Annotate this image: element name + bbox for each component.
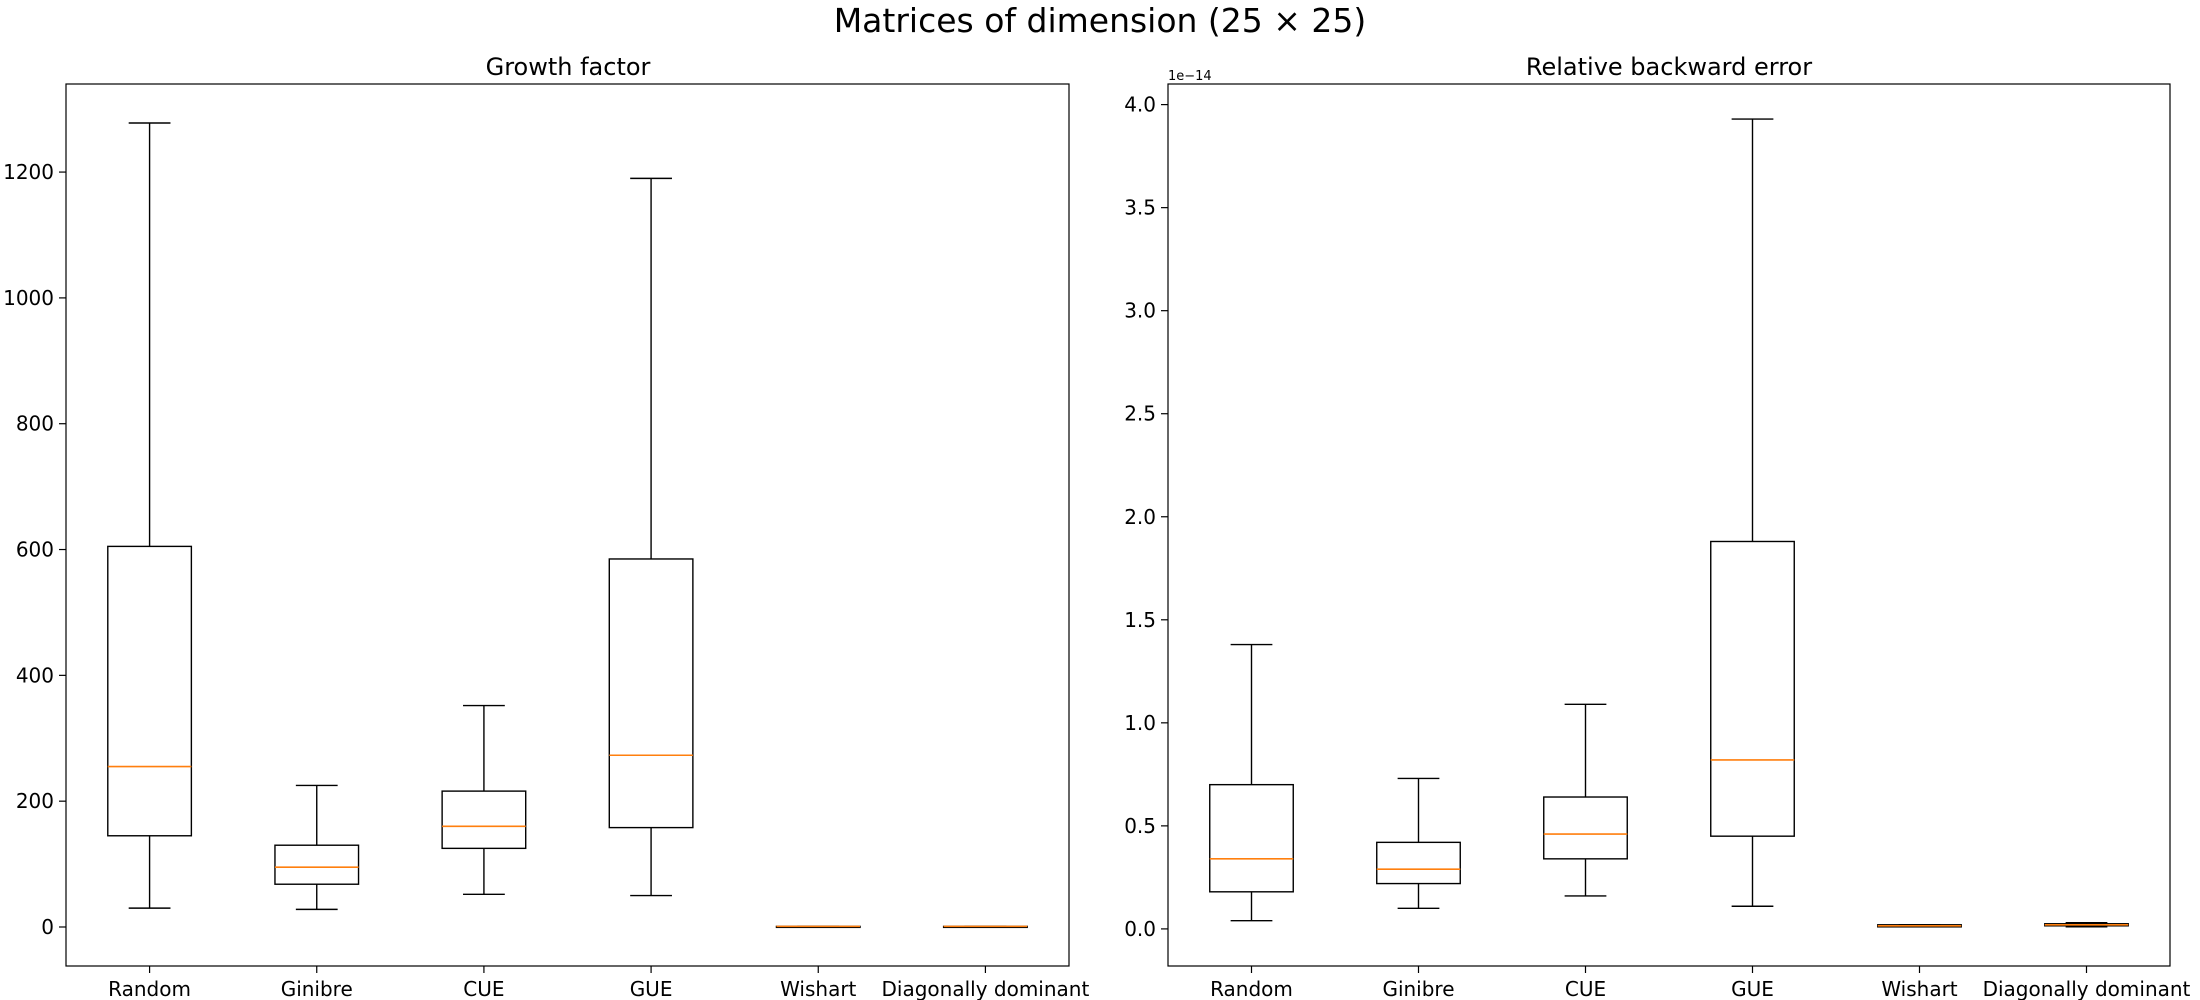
- growth-factor-y-tick-label: 800: [16, 412, 54, 436]
- backward-error-x-tick-label-ginibre: Ginibre: [1382, 977, 1454, 1000]
- growth-factor-marks: 0 200 400 600 800 1000 1200 Random Ginibre CUE GUE…: [3, 122, 1090, 1000]
- backward-error-y-tick-label: 4.0: [1124, 93, 1156, 117]
- growth-factor-box-cue: [441, 790, 527, 850]
- backward-error-box-gue: [1710, 540, 1795, 837]
- growth-factor-y-tick-label: 400: [16, 663, 54, 687]
- backward-error-x-tick-label-random: Random: [1210, 977, 1293, 1000]
- growth-factor-y-tick-label: 0: [41, 915, 54, 939]
- growth-factor-y-tick-label: 600: [16, 538, 54, 562]
- figure-title: Matrices of dimension (25 × 25): [834, 1, 1367, 40]
- backward-error-y-tick-label: 0.5: [1124, 814, 1156, 838]
- backward-error-y-tick-label: 2.0: [1124, 505, 1156, 529]
- growth-factor-x-tick-label-gue: GUE: [630, 977, 673, 1000]
- backward-error-x-tick-label-diagonally-dominant: Diagonally dominant: [1983, 977, 2191, 1000]
- backward-error-y-tick-label: 1.0: [1124, 711, 1156, 735]
- growth-factor-box-ginibre: [274, 844, 360, 885]
- backward-error-x-tick-label-gue: GUE: [1731, 977, 1774, 1000]
- backward-error-box-ginibre: [1376, 841, 1461, 885]
- backward-error-y-tick-label: 3.0: [1124, 299, 1156, 323]
- backward-error-y-tick-label: 2.5: [1124, 402, 1156, 426]
- growth-factor-axes-frame: [65, 83, 1070, 967]
- growth-factor-x-tick-label-wishart: Wishart: [780, 977, 856, 1000]
- growth-factor-y-tick-label: 1000: [3, 286, 54, 310]
- growth-factor-x-tick-label-ginibre: Ginibre: [281, 977, 353, 1000]
- growth-factor-box-random: [107, 545, 193, 837]
- backward-error-y-tick-label: 0.0: [1124, 917, 1156, 941]
- growth-factor-panel: Growth factor 0 200 400 600 800 1000 1200 Rando…: [3, 53, 1089, 1000]
- backward-error-x-tick-label-cue: CUE: [1565, 977, 1606, 1000]
- growth-factor-y-tick-label: 1200: [3, 160, 54, 184]
- backward-error-box-random: [1209, 783, 1294, 893]
- growth-factor-y-tick-label: 200: [16, 789, 54, 813]
- backward-error-y-tick-label: 3.5: [1124, 196, 1156, 220]
- backward-error-axes-frame: [1167, 83, 2171, 967]
- backward-error-panel: Relative backward error 1e−14 0.0 0.5 1.0 1…: [1124, 53, 2190, 1000]
- backward-error-offset-text: 1e−14: [1168, 69, 1212, 84]
- backward-error-y-tick-label: 1.5: [1124, 608, 1156, 632]
- backward-error-x-tick-label-wishart: Wishart: [1881, 977, 1957, 1000]
- growth-factor-x-tick-label-cue: CUE: [463, 977, 504, 1000]
- backward-error-marks: 0.0 0.5 1.0 1.5 2.0 2.5 3.0 3.5 4.0 Random Ginibre…: [1124, 93, 2190, 1000]
- growth-factor-title: Growth factor: [486, 53, 651, 81]
- growth-factor-x-tick-label-random: Random: [108, 977, 191, 1000]
- backward-error-title: Relative backward error: [1526, 53, 1812, 81]
- backward-error-box-cue: [1543, 796, 1628, 860]
- growth-factor-x-tick-label-diagonally-dominant: Diagonally dominant: [882, 977, 1090, 1000]
- growth-factor-box-gue: [608, 558, 694, 829]
